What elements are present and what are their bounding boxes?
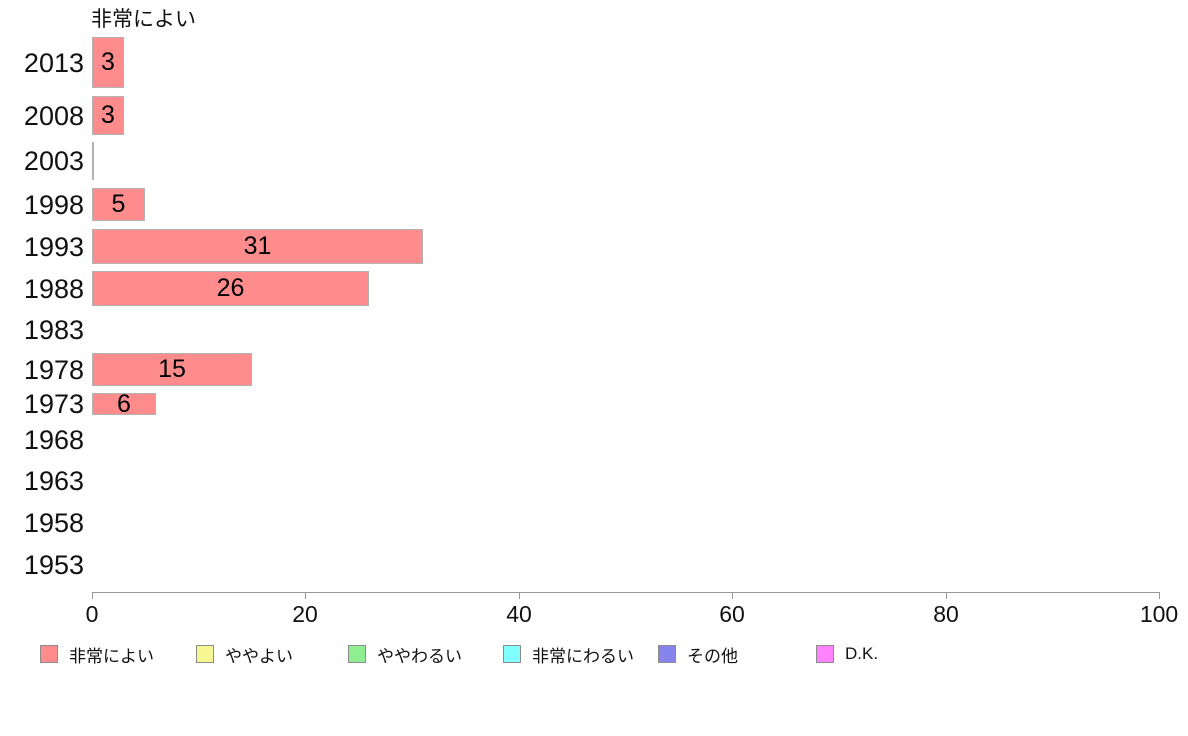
chart-title: 非常によい: [91, 8, 196, 31]
x-axis-tick: [732, 592, 733, 599]
legend-item: 非常にわるい: [503, 645, 634, 666]
y-axis-category-label: 2003: [23, 146, 84, 176]
y-axis-category-label: 1973: [23, 389, 84, 419]
x-axis-tick: [92, 592, 93, 599]
y-axis-category-label: 1963: [23, 466, 84, 496]
bar-value-label: 26: [216, 274, 245, 302]
legend-label: 非常にわるい: [532, 646, 634, 666]
x-axis-tick: [305, 592, 306, 599]
x-axis-tick-label: 60: [719, 601, 745, 627]
x-axis-line: [92, 592, 1159, 593]
y-axis-category-label: 1983: [23, 315, 84, 345]
x-axis-tick: [946, 592, 947, 599]
bar: 15: [92, 353, 252, 386]
legend-item: ややわるい: [348, 645, 462, 666]
y-axis-category-label: 1998: [23, 189, 84, 220]
bar-value-label: 15: [158, 355, 186, 383]
y-axis-category-label: 1988: [23, 273, 84, 304]
y-axis-category-label: 1978: [23, 354, 84, 385]
legend-swatch: [348, 645, 366, 663]
legend-swatch: [40, 645, 58, 663]
x-axis-tick-label: 100: [1139, 601, 1179, 627]
x-axis-tick-label: 20: [292, 601, 318, 627]
legend-label: ややわるい: [377, 646, 462, 666]
legend-label: その他: [687, 646, 738, 666]
bar-value-label: 3: [101, 101, 115, 129]
legend-item: ややよい: [196, 645, 293, 666]
x-axis-tick: [519, 592, 520, 599]
y-axis-category-label: 1953: [23, 550, 84, 580]
legend-label: ややよい: [225, 646, 293, 666]
legend-swatch: [658, 645, 676, 663]
y-axis-category-label: 1958: [23, 508, 84, 538]
bar-value-label: 5: [111, 190, 126, 218]
legend-item: その他: [658, 645, 738, 666]
bar: 5: [92, 188, 145, 221]
legend-label: 非常によい: [69, 646, 154, 666]
bar-value-label: 31: [243, 232, 272, 260]
y-axis-category-label: 2008: [23, 100, 84, 131]
bar: 3: [92, 96, 124, 135]
bar: 6: [92, 390, 156, 418]
legend-label: D.K.: [845, 644, 879, 663]
legend-swatch: [503, 645, 521, 663]
bar: 31: [92, 229, 423, 264]
bar: 3: [92, 37, 124, 88]
legend-swatch: [196, 645, 214, 663]
x-axis-tick: [1159, 592, 1160, 599]
y-axis-category-label: 1993: [23, 231, 84, 262]
legend-swatch: [816, 645, 834, 663]
bar-value-label: 3: [101, 48, 115, 76]
bar-value-label: 6: [117, 390, 131, 418]
x-axis-tick-label: 40: [506, 601, 532, 627]
x-axis-tick-label: 0: [85, 601, 99, 627]
bar-zero-value: [92, 142, 94, 180]
x-axis-tick-label: 80: [933, 601, 959, 627]
y-axis-category-label: 1968: [23, 425, 84, 455]
legend-item: D.K.: [816, 644, 879, 663]
legend-item: 非常によい: [40, 645, 154, 666]
y-axis-category-label: 2013: [23, 47, 84, 78]
bar: 26: [92, 271, 369, 306]
